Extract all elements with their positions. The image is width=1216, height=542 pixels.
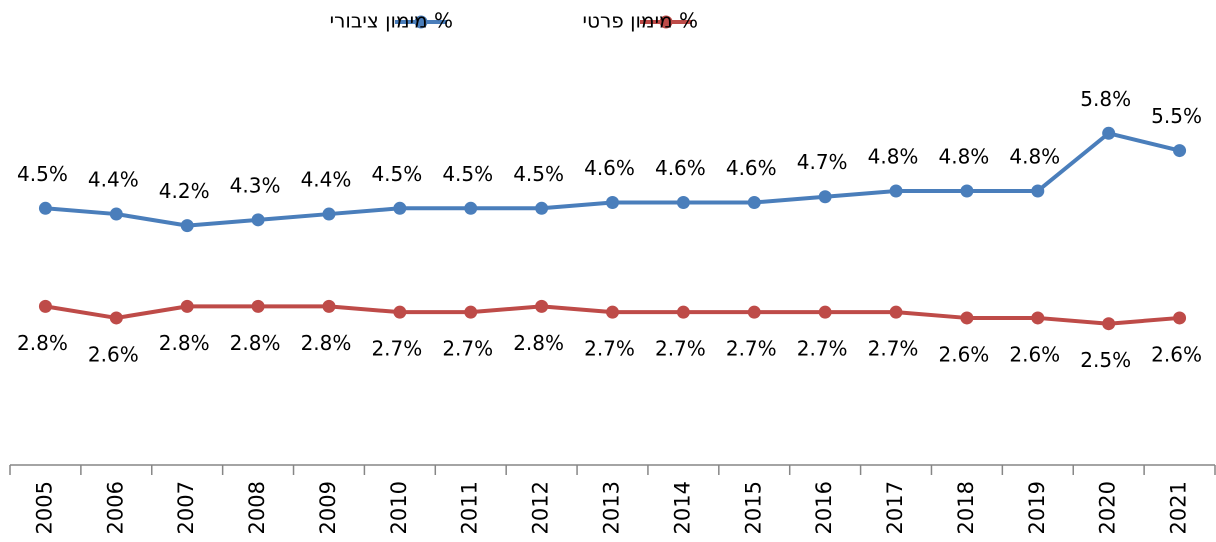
data-label: 4.6%	[584, 156, 635, 180]
data-label: 4.5%	[371, 162, 422, 186]
point	[535, 201, 549, 215]
x-tick-label: 2016	[812, 481, 836, 534]
x-tick-label: 2008	[245, 481, 269, 534]
point	[393, 201, 407, 215]
point	[747, 196, 761, 210]
data-label: 2.7%	[584, 337, 635, 361]
legend-item: % מימון ציבורי	[330, 9, 453, 33]
data-label: 4.8%	[868, 144, 919, 168]
point	[1102, 317, 1116, 331]
legend-marker	[414, 15, 428, 29]
x-tick-label: 2019	[1025, 481, 1049, 534]
x-tick-label: 2020	[1096, 481, 1120, 534]
point	[251, 213, 265, 227]
data-label: 2.6%	[1009, 342, 1060, 366]
point	[676, 196, 690, 210]
x-tick-label: 2015	[741, 481, 765, 534]
point	[535, 299, 549, 313]
x-tick-label: 2009	[316, 481, 340, 534]
point	[180, 219, 194, 233]
point	[606, 305, 619, 319]
x-tick-label: 2007	[174, 481, 198, 534]
point	[889, 305, 903, 319]
data-label: 2.6%	[1151, 342, 1202, 366]
point	[109, 207, 123, 221]
data-label: 2.8%	[17, 331, 68, 355]
point	[960, 311, 974, 325]
point	[1031, 184, 1045, 198]
point	[180, 299, 194, 313]
data-label: 2.7%	[797, 337, 848, 361]
data-label: 4.6%	[655, 156, 706, 180]
data-label: 4.5%	[442, 162, 493, 186]
point	[1102, 126, 1116, 140]
data-label: 2.7%	[655, 337, 706, 361]
data-label: 2.8%	[159, 331, 210, 355]
data-label: 2.6%	[939, 342, 990, 366]
data-label: 4.3%	[230, 173, 281, 197]
data-label: 2.7%	[726, 337, 777, 361]
point	[606, 196, 619, 210]
point	[747, 305, 761, 319]
x-tick-label: 2005	[32, 481, 56, 534]
legend-item: % מימון פרטי	[583, 9, 698, 33]
x-tick-label: 2021	[1167, 481, 1191, 534]
data-label: 2.7%	[442, 337, 493, 361]
point	[676, 305, 690, 319]
point	[322, 207, 336, 221]
data-label: 4.8%	[939, 144, 990, 168]
data-label: 5.8%	[1080, 87, 1131, 111]
x-tick-label: 2012	[529, 481, 553, 534]
x-tick-label: 2014	[670, 481, 694, 534]
point	[818, 190, 832, 204]
data-label: 4.4%	[88, 168, 139, 192]
point	[109, 311, 123, 325]
point	[1173, 144, 1187, 158]
data-label: 5.5%	[1151, 104, 1202, 128]
point	[38, 201, 52, 215]
legend-label: % מימון ציבורי	[330, 9, 453, 33]
data-label: 4.2%	[159, 179, 210, 203]
x-tick-label: 2018	[954, 481, 978, 534]
legend-label: % מימון פרטי	[583, 9, 698, 33]
data-label: 2.8%	[301, 331, 352, 355]
data-label: 2.6%	[88, 342, 139, 366]
x-tick-label: 2011	[458, 481, 482, 534]
x-tick-label: 2017	[883, 481, 907, 534]
x-tick-label: 2010	[387, 481, 411, 534]
x-tick-label: 2006	[103, 481, 127, 534]
point	[1173, 311, 1187, 325]
point	[38, 299, 52, 313]
point	[818, 305, 832, 319]
point	[393, 305, 407, 319]
data-label: 4.7%	[797, 150, 848, 174]
data-label: 4.6%	[726, 156, 777, 180]
data-label: 2.7%	[371, 337, 422, 361]
point	[322, 299, 336, 313]
data-label: 4.5%	[17, 162, 68, 186]
point	[464, 201, 478, 215]
data-label: 4.5%	[513, 162, 564, 186]
point	[1031, 311, 1045, 325]
point	[960, 184, 974, 198]
point	[464, 305, 478, 319]
data-label: 2.8%	[513, 331, 564, 355]
data-label: 4.8%	[1009, 144, 1060, 168]
legend-marker	[659, 15, 673, 29]
data-label: 2.5%	[1080, 348, 1131, 372]
data-label: 2.7%	[868, 337, 919, 361]
data-label: 4.4%	[301, 168, 352, 192]
point	[251, 299, 265, 313]
x-tick-label: 2013	[600, 481, 624, 534]
point	[889, 184, 903, 198]
data-label: 2.8%	[230, 331, 281, 355]
